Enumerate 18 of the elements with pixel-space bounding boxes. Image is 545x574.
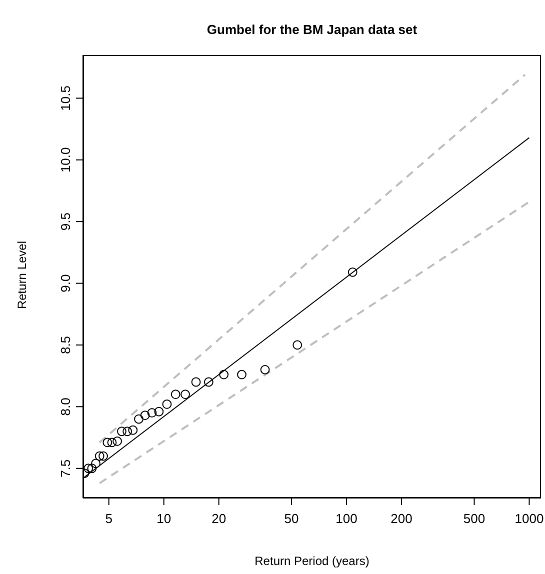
y-tick-label: 7.5	[58, 459, 73, 478]
x-tick-label: 10	[156, 511, 172, 526]
x-tick-label: 1000	[514, 511, 544, 526]
x-tick-label: 500	[463, 511, 486, 526]
y-tick-label: 8.5	[58, 336, 73, 354]
x-tick-label: 5	[105, 511, 112, 526]
y-tick-label: 10.0	[58, 147, 73, 173]
y-axis-title: Return Level	[15, 240, 29, 312]
x-tick-label: 20	[212, 511, 226, 526]
x-axis-title: Return Period (years)	[254, 554, 370, 568]
y-tick-label: 8.0	[58, 398, 73, 416]
y-tick-label: 9.0	[58, 274, 73, 292]
x-tick-label: 100	[336, 511, 358, 526]
chart-title: Gumbel for the BM Japan data set	[206, 22, 418, 37]
x-tick-label: 200	[390, 511, 412, 526]
y-tick-label: 9.5	[58, 212, 73, 231]
y-tick-label: 10.5	[58, 86, 73, 111]
x-tick-label: 50	[284, 511, 299, 526]
